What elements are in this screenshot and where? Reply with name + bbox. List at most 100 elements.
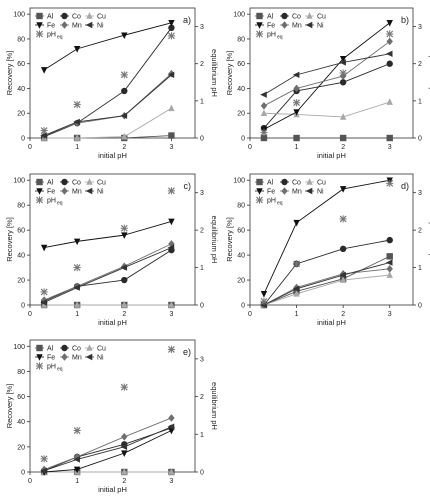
y-tick-label: 20 <box>237 111 245 118</box>
data-point-cu <box>40 301 48 308</box>
legend-marker-al <box>36 178 43 186</box>
y-tick-label: 100 <box>13 344 25 351</box>
panel-label: d) <box>401 181 409 191</box>
legend-label: Al <box>267 180 274 187</box>
y-axis-label: Recovery [%] <box>225 51 234 96</box>
legend-marker-ph-eq <box>35 362 44 370</box>
y-tick-label: 60 <box>237 61 245 68</box>
data-point-cu <box>168 301 175 308</box>
data-point-ni <box>40 299 47 306</box>
x-tick-label: 3 <box>169 311 173 318</box>
series-line-ni <box>43 74 172 136</box>
ph-eq-point <box>386 179 394 187</box>
x-tick-label: 3 <box>169 478 173 485</box>
data-point-fe <box>73 466 81 474</box>
legend-label: Ni <box>317 189 324 196</box>
y-tick-label: 0 <box>21 470 25 477</box>
legend-marker-cu <box>86 178 93 185</box>
series-line-co <box>43 27 172 138</box>
y2-axis-label: equilibrium pH <box>210 49 219 97</box>
data-point-ni <box>339 59 346 66</box>
data-point-co <box>168 24 175 32</box>
y-tick-label: 80 <box>17 203 25 210</box>
data-point-mn <box>386 265 393 273</box>
data-point-al <box>386 134 393 142</box>
data-point-mn <box>386 37 393 46</box>
data-point-mn <box>260 102 268 110</box>
series-line-ni <box>43 247 172 303</box>
y-tick-label: 40 <box>17 419 25 426</box>
legend-label: Mn <box>292 189 302 196</box>
data-point-mn <box>40 296 48 304</box>
legend-marker-ph-eq <box>255 196 264 204</box>
y-tick-label: 80 <box>17 36 25 43</box>
series-line-ni <box>43 426 172 472</box>
ph-eq-point <box>260 128 268 137</box>
y2-axis-label: equilibrium pH <box>428 216 430 264</box>
ph-eq-point <box>260 297 268 305</box>
legend-marker-ni <box>305 187 313 195</box>
ph-eq-point <box>120 224 128 232</box>
series-line-fe <box>263 22 390 130</box>
x-tick-label: 0 <box>28 478 32 485</box>
data-point-co <box>339 245 347 253</box>
legend-label: Mn <box>292 23 302 30</box>
y2-tick-label: 1 <box>418 98 422 105</box>
legend-label-eq-subscript: eq <box>57 367 63 373</box>
data-point-co <box>339 79 347 86</box>
y-tick-label: 60 <box>17 394 25 401</box>
y2-tick-label: 3 <box>200 24 204 31</box>
ph-eq-point <box>167 345 176 354</box>
series-line-cu <box>263 101 390 118</box>
legend-label: Al <box>47 346 54 353</box>
y-axis-label: Recovery [%] <box>5 217 14 262</box>
data-point-fe <box>260 290 268 298</box>
ph-eq-point <box>386 30 394 38</box>
data-point-fe <box>121 32 128 40</box>
legend-label: Co <box>292 14 301 21</box>
legend-marker-co <box>61 12 68 20</box>
y2-tick-label: 1 <box>200 432 204 439</box>
y-tick-label: 20 <box>17 278 25 285</box>
y-tick-label: 60 <box>17 61 25 68</box>
data-point-co <box>121 87 128 95</box>
data-point-cu <box>260 109 268 117</box>
data-point-al <box>339 134 347 142</box>
data-point-al <box>293 134 300 142</box>
ph-eq-point <box>40 288 48 296</box>
series-line-mn <box>263 268 390 306</box>
y2-axis-label: equilibrium pH <box>210 216 219 264</box>
legend-marker-co <box>61 178 68 186</box>
x-tick-label: 2 <box>122 478 126 485</box>
chart-panel: 0 1 2 3 0 20 40 60 80 100 0 1 2 3 initial pH Recovery [… <box>225 7 430 160</box>
data-point-fe <box>121 232 128 239</box>
data-point-fe <box>168 218 175 226</box>
legend-label: Ni <box>317 23 324 30</box>
data-point-fe <box>121 450 128 457</box>
series-line-co <box>43 249 172 302</box>
data-point-cu <box>168 468 175 475</box>
legend-label: Al <box>47 14 54 21</box>
legend-label-ph: pH <box>47 364 56 371</box>
series-line-fe <box>44 220 172 249</box>
x-axis-label: initial pH <box>98 151 127 160</box>
y-axis-label: Recovery [%] <box>225 217 234 262</box>
data-point-cu <box>386 271 393 278</box>
series-line-fe <box>44 430 172 473</box>
y-tick-label: 20 <box>17 111 25 118</box>
x-tick-label: 3 <box>169 144 173 151</box>
data-point-ni <box>167 423 175 430</box>
ph-eq-point <box>292 99 301 107</box>
legend-marker-cu <box>86 344 93 351</box>
data-point-fe <box>168 427 175 435</box>
y-tick-label: 100 <box>233 178 245 185</box>
y-tick-label: 20 <box>237 278 245 285</box>
data-point-co <box>386 60 393 67</box>
series-line-mn <box>43 73 172 136</box>
legend-label: Fe <box>47 189 55 196</box>
legend-label: Ni <box>97 23 104 30</box>
legend-label: Fe <box>47 23 55 30</box>
x-tick-label: 1 <box>295 311 299 318</box>
data-point-cu <box>168 104 175 112</box>
